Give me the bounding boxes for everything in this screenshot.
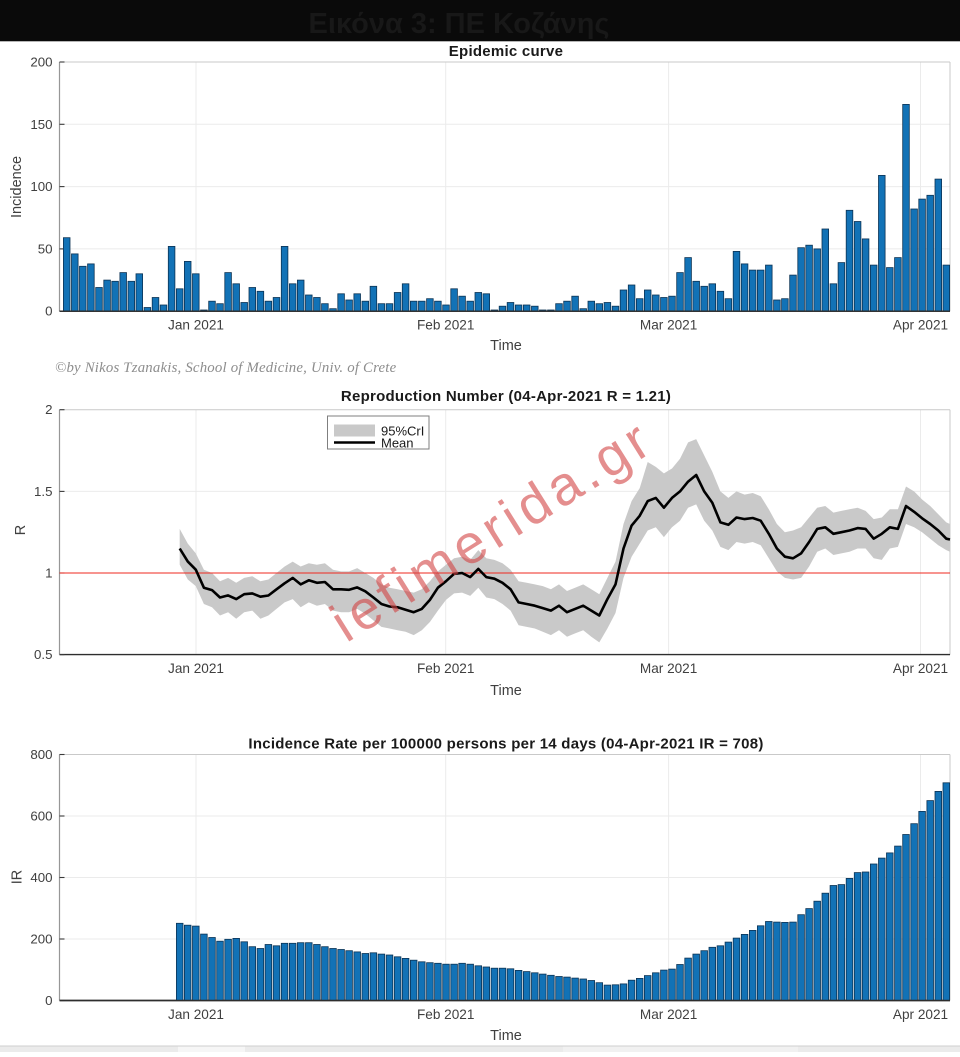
svg-text:Mar 2021: Mar 2021 xyxy=(640,1007,697,1022)
svg-text:Mar 2021: Mar 2021 xyxy=(640,318,697,333)
svg-text:150: 150 xyxy=(30,117,52,132)
svg-text:Time: Time xyxy=(490,683,522,699)
svg-text:Jan 2021: Jan 2021 xyxy=(168,318,224,333)
svg-text:400: 400 xyxy=(30,870,52,885)
svg-text:Epidemic curve: Epidemic curve xyxy=(449,43,563,60)
svg-text:Time: Time xyxy=(490,1028,522,1044)
svg-text:Incidence Rate per 100000 pers: Incidence Rate per 100000 persons per 14… xyxy=(248,736,763,753)
svg-text:©by Nikos Tzanakis, School of: ©by Nikos Tzanakis, School of Medicine, … xyxy=(55,360,397,376)
svg-text:Feb 2021: Feb 2021 xyxy=(417,1007,474,1022)
svg-text:Mar 2021: Mar 2021 xyxy=(640,661,697,676)
svg-text:Jan 2021: Jan 2021 xyxy=(168,1007,224,1022)
svg-text:200: 200 xyxy=(30,55,52,70)
svg-text:0: 0 xyxy=(45,993,52,1008)
svg-text:100: 100 xyxy=(30,179,52,194)
svg-text:Apr 2021: Apr 2021 xyxy=(893,1007,948,1022)
svg-text:600: 600 xyxy=(30,809,52,824)
svg-text:Feb 2021: Feb 2021 xyxy=(417,661,474,676)
svg-text:Time: Time xyxy=(490,338,522,354)
svg-text:800: 800 xyxy=(30,747,52,762)
svg-text:0.5: 0.5 xyxy=(34,647,53,662)
svg-text:Εικόνα 3: ΠΕ Κοζάνης: Εικόνα 3: ΠΕ Κοζάνης xyxy=(309,8,610,40)
svg-text:1.5: 1.5 xyxy=(34,484,53,499)
svg-text:Mean: Mean xyxy=(381,436,414,451)
svg-text:R: R xyxy=(13,525,29,535)
svg-text:Feb 2021: Feb 2021 xyxy=(417,318,474,333)
svg-text:0: 0 xyxy=(45,304,52,319)
svg-text:Apr 2021: Apr 2021 xyxy=(893,661,948,676)
svg-text:IR: IR xyxy=(10,870,26,885)
svg-text:200: 200 xyxy=(30,932,52,947)
svg-text:Apr 2021: Apr 2021 xyxy=(893,318,948,333)
svg-text:50: 50 xyxy=(38,241,53,256)
svg-text:Incidence: Incidence xyxy=(9,156,25,218)
svg-text:Jan 2021: Jan 2021 xyxy=(168,661,224,676)
svg-text:Reproduction Number (04-Apr-20: Reproduction Number (04-Apr-2021 R = 1.2… xyxy=(341,388,671,405)
svg-text:1: 1 xyxy=(45,566,52,581)
svg-text:95%CrI: 95%CrI xyxy=(381,424,424,439)
svg-text:2: 2 xyxy=(45,402,52,417)
